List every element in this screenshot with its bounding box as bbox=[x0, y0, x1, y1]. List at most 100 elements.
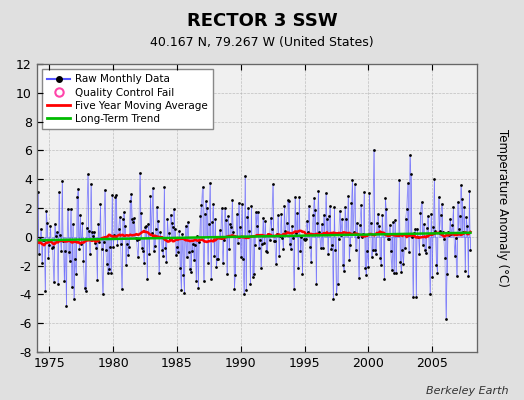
Point bbox=[34, 188, 42, 195]
Point bbox=[100, 238, 108, 245]
Point bbox=[466, 247, 475, 253]
Point bbox=[59, 238, 68, 244]
Point bbox=[310, 194, 319, 201]
Point bbox=[299, 235, 308, 242]
Point bbox=[369, 146, 378, 153]
Point bbox=[267, 226, 276, 233]
Point bbox=[290, 286, 298, 292]
Point bbox=[68, 284, 76, 290]
Point bbox=[462, 214, 471, 220]
Point bbox=[150, 242, 159, 249]
Point bbox=[125, 244, 134, 250]
Point bbox=[42, 208, 50, 214]
Point bbox=[424, 212, 432, 219]
Point bbox=[403, 180, 412, 186]
Point bbox=[465, 188, 474, 194]
Point bbox=[385, 236, 393, 242]
Point bbox=[127, 191, 136, 197]
Point bbox=[117, 286, 126, 293]
Point bbox=[319, 244, 327, 251]
Point bbox=[229, 229, 237, 235]
Point bbox=[356, 222, 364, 228]
Point bbox=[217, 205, 226, 212]
Point bbox=[361, 265, 369, 272]
Point bbox=[72, 271, 80, 277]
Point bbox=[452, 273, 461, 280]
Point bbox=[146, 193, 155, 200]
Point bbox=[144, 220, 152, 227]
Point bbox=[71, 255, 79, 262]
Point bbox=[405, 249, 413, 256]
Point bbox=[328, 242, 336, 248]
Point bbox=[384, 236, 392, 242]
Point bbox=[184, 249, 193, 255]
Point bbox=[354, 234, 362, 241]
Point bbox=[411, 226, 419, 232]
Point bbox=[121, 223, 129, 230]
Point bbox=[236, 224, 244, 231]
Point bbox=[105, 266, 113, 272]
Point bbox=[208, 219, 216, 226]
Point bbox=[116, 241, 125, 247]
Point bbox=[76, 212, 84, 218]
Point bbox=[103, 261, 111, 268]
Point bbox=[344, 192, 352, 199]
Point bbox=[245, 228, 254, 234]
Point bbox=[63, 206, 72, 213]
Point bbox=[307, 259, 315, 266]
Point bbox=[257, 264, 265, 271]
Point bbox=[416, 210, 424, 216]
Point bbox=[99, 290, 107, 297]
Point bbox=[363, 248, 372, 254]
Point bbox=[212, 264, 221, 270]
Point bbox=[210, 253, 219, 259]
Point bbox=[58, 178, 67, 184]
Point bbox=[123, 241, 131, 247]
Point bbox=[420, 221, 428, 227]
Point bbox=[454, 226, 463, 232]
Point bbox=[407, 171, 415, 177]
Point bbox=[185, 266, 194, 272]
Point bbox=[91, 240, 100, 246]
Point bbox=[298, 271, 307, 277]
Point bbox=[378, 212, 386, 218]
Point bbox=[226, 221, 234, 228]
Point bbox=[48, 244, 57, 250]
Point bbox=[231, 272, 239, 278]
Point bbox=[38, 260, 46, 266]
Point bbox=[408, 234, 416, 240]
Point bbox=[53, 229, 61, 235]
Point bbox=[159, 253, 167, 259]
Point bbox=[221, 205, 229, 211]
Point bbox=[209, 201, 217, 207]
Point bbox=[357, 202, 365, 209]
Point bbox=[348, 176, 357, 183]
Point bbox=[443, 271, 451, 277]
Point bbox=[252, 209, 260, 216]
Point bbox=[322, 190, 330, 196]
Point bbox=[274, 212, 282, 218]
Point bbox=[102, 246, 110, 253]
Point bbox=[426, 291, 434, 298]
Point bbox=[287, 246, 295, 252]
Point bbox=[440, 236, 448, 242]
Point bbox=[262, 248, 270, 254]
Point bbox=[263, 248, 271, 255]
Point bbox=[174, 249, 182, 255]
Point bbox=[300, 237, 309, 244]
Point bbox=[339, 261, 347, 268]
Point bbox=[374, 210, 382, 217]
Point bbox=[453, 199, 462, 205]
Point bbox=[39, 237, 47, 243]
Point bbox=[167, 211, 175, 218]
Point bbox=[44, 255, 52, 261]
Point bbox=[461, 268, 470, 274]
Point bbox=[133, 237, 141, 243]
Point bbox=[93, 277, 102, 284]
Point bbox=[176, 265, 184, 271]
Point bbox=[233, 240, 242, 246]
Point bbox=[377, 262, 385, 268]
Point bbox=[458, 196, 466, 202]
Point bbox=[243, 214, 252, 220]
Point bbox=[333, 281, 342, 287]
